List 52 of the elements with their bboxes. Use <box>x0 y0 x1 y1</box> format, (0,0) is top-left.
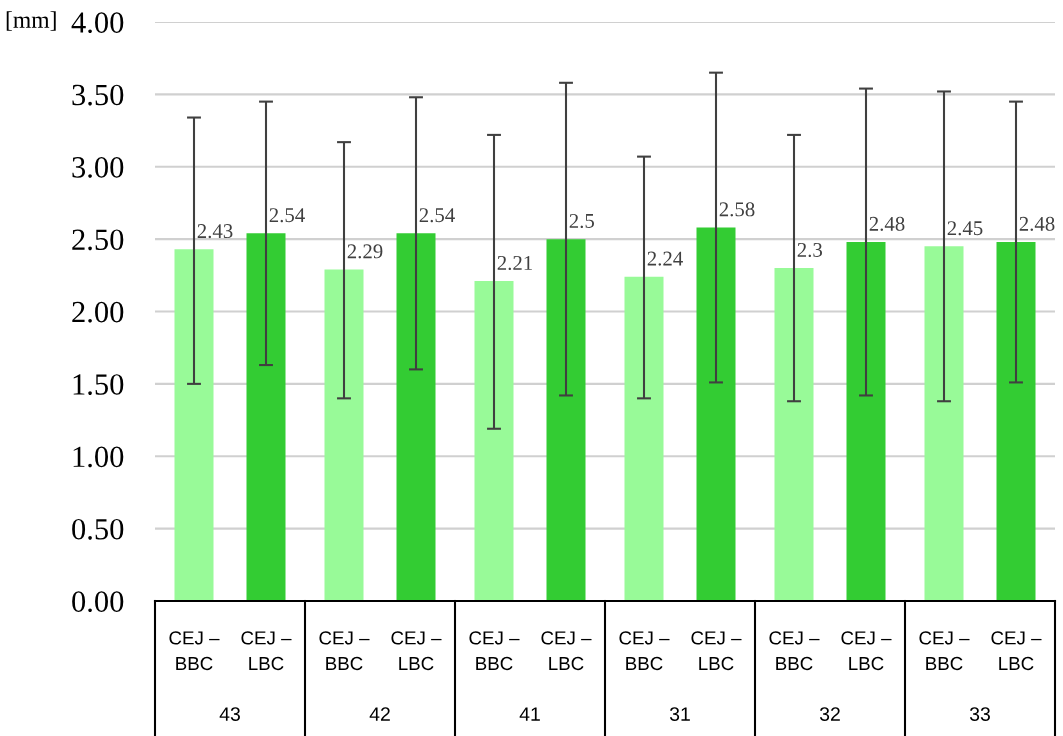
data-label: 2.3 <box>797 242 823 257</box>
series-label: CEJ – BBC <box>319 631 370 671</box>
data-label: 2.58 <box>719 202 755 217</box>
y-tick-label: 1.50 <box>73 374 124 395</box>
bar <box>924 246 964 601</box>
bar <box>624 276 664 601</box>
bar <box>396 233 436 601</box>
text: CEJ – BBC <box>769 631 820 671</box>
bar <box>996 242 1036 601</box>
data-label: 2.21 <box>497 255 532 271</box>
y-tick-label: 2.00 <box>72 301 124 323</box>
data-label: 2.5 <box>569 213 595 229</box>
x-tick-label: 32 <box>819 707 840 721</box>
bar <box>696 227 736 601</box>
text: CEJ – BBC <box>619 631 670 671</box>
x-tick-label: 43 <box>219 707 240 721</box>
text: CEJ – BBC <box>919 631 970 671</box>
text: CEJ – LBC <box>541 631 592 671</box>
x-tick-label: 33 <box>969 707 990 721</box>
y-tick-label: 3.50 <box>72 84 124 106</box>
data-label: 2.54 <box>269 208 305 223</box>
y-tick-label: 4.00 <box>71 12 124 34</box>
x-tick-label: 42 <box>369 707 390 721</box>
data-label: 2.48 <box>1019 216 1055 231</box>
text: CEJ – LBC <box>691 631 742 671</box>
bar <box>246 233 286 601</box>
bar <box>174 249 214 601</box>
series-label: CEJ – LBC <box>391 631 442 671</box>
bar <box>846 242 886 601</box>
data-label: 2.29 <box>347 244 383 259</box>
bar <box>474 281 514 601</box>
data-label: 2.54 <box>419 208 455 223</box>
x-tick-label: 41 <box>519 707 540 721</box>
y-tick-label: 2.50 <box>72 229 124 251</box>
bar <box>774 268 814 601</box>
y-tick-label: 0.50 <box>72 518 124 540</box>
text: CEJ – BBC <box>169 631 220 671</box>
data-label: 2.45 <box>947 221 983 236</box>
y-tick-label: 0.00 <box>72 591 124 613</box>
bar <box>546 239 586 601</box>
x-tick-label: 31 <box>669 707 690 721</box>
y-tick-label: 3.00 <box>72 157 124 178</box>
data-label: 2.48 <box>869 216 905 231</box>
text: CEJ – LBC <box>841 631 892 671</box>
y-tick-label: 1.00 <box>73 446 124 468</box>
data-label: 2.43 <box>197 224 233 239</box>
data-label: 2.24 <box>647 251 683 266</box>
text: CEJ – LBC <box>991 631 1042 671</box>
text: CEJ – BBC <box>469 631 520 671</box>
text: CEJ – LBC <box>241 631 292 671</box>
y-axis-title: [mm] <box>6 11 56 31</box>
bar <box>324 269 364 601</box>
